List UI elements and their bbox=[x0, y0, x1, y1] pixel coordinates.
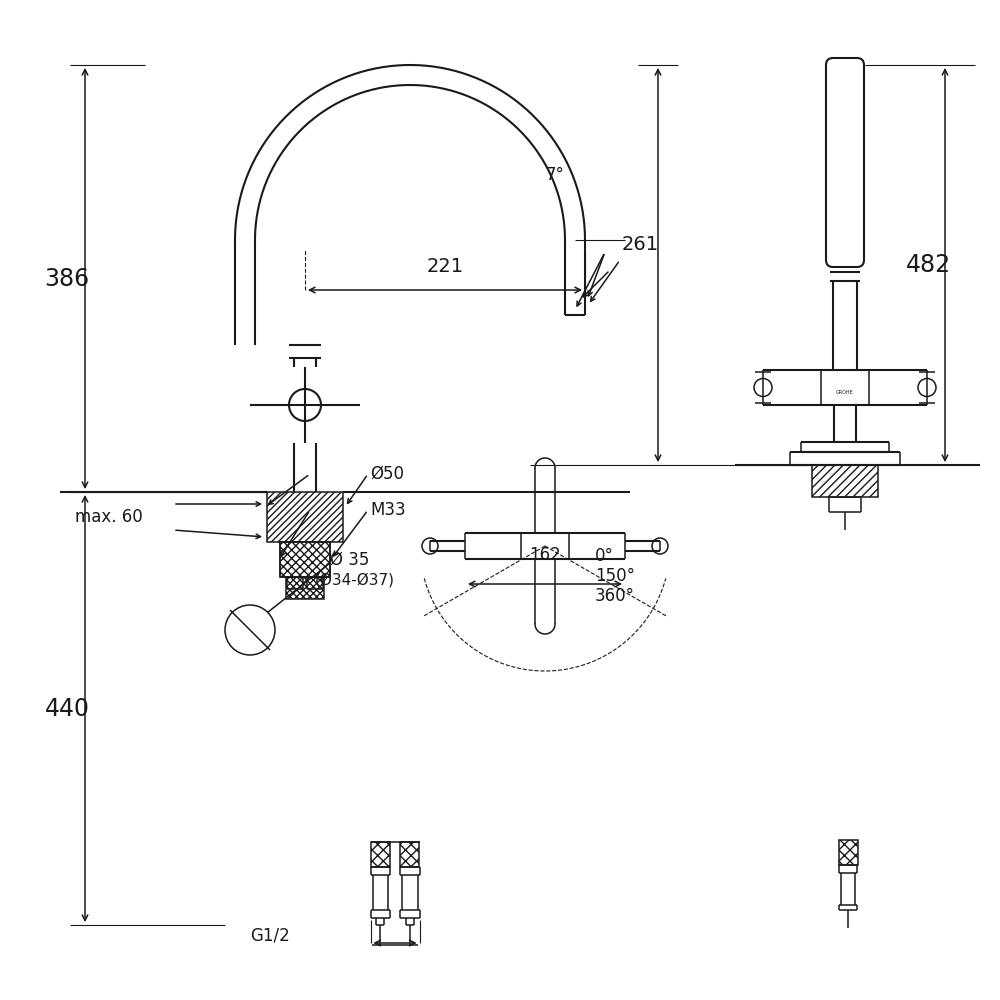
Text: 221: 221 bbox=[426, 257, 464, 276]
Text: (Ø34-Ø37): (Ø34-Ø37) bbox=[315, 572, 395, 587]
Text: G1/2: G1/2 bbox=[250, 926, 290, 944]
Text: 0°: 0° bbox=[595, 547, 614, 565]
Text: M33: M33 bbox=[370, 501, 406, 519]
Text: 360°: 360° bbox=[595, 587, 635, 605]
Bar bbox=[812, 465, 878, 497]
Text: 261: 261 bbox=[621, 235, 659, 254]
Bar bbox=[400, 842, 419, 867]
Bar bbox=[838, 840, 858, 865]
Text: Ø50: Ø50 bbox=[370, 465, 404, 483]
Text: 7°: 7° bbox=[546, 166, 564, 184]
Text: GROHE: GROHE bbox=[836, 390, 854, 395]
Text: 482: 482 bbox=[905, 253, 951, 277]
Text: 440: 440 bbox=[44, 696, 90, 720]
Bar bbox=[267, 492, 343, 542]
Text: max. 60: max. 60 bbox=[75, 508, 143, 526]
Text: 162: 162 bbox=[529, 546, 561, 564]
Bar bbox=[370, 842, 390, 867]
Text: Ø 35: Ø 35 bbox=[330, 551, 369, 569]
Text: 150°: 150° bbox=[595, 567, 635, 585]
Text: 386: 386 bbox=[44, 266, 90, 290]
Bar bbox=[280, 542, 330, 577]
Bar bbox=[286, 577, 324, 599]
